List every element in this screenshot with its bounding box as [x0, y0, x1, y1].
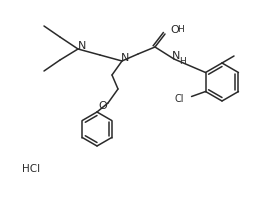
Text: HCl: HCl — [22, 164, 40, 174]
Text: H: H — [179, 57, 186, 65]
Text: O: O — [99, 101, 107, 111]
Text: H: H — [177, 26, 184, 34]
Text: Cl: Cl — [174, 93, 184, 103]
Text: N: N — [78, 41, 86, 51]
Text: N: N — [121, 53, 129, 63]
Text: O: O — [170, 25, 179, 35]
Text: N: N — [172, 51, 180, 61]
